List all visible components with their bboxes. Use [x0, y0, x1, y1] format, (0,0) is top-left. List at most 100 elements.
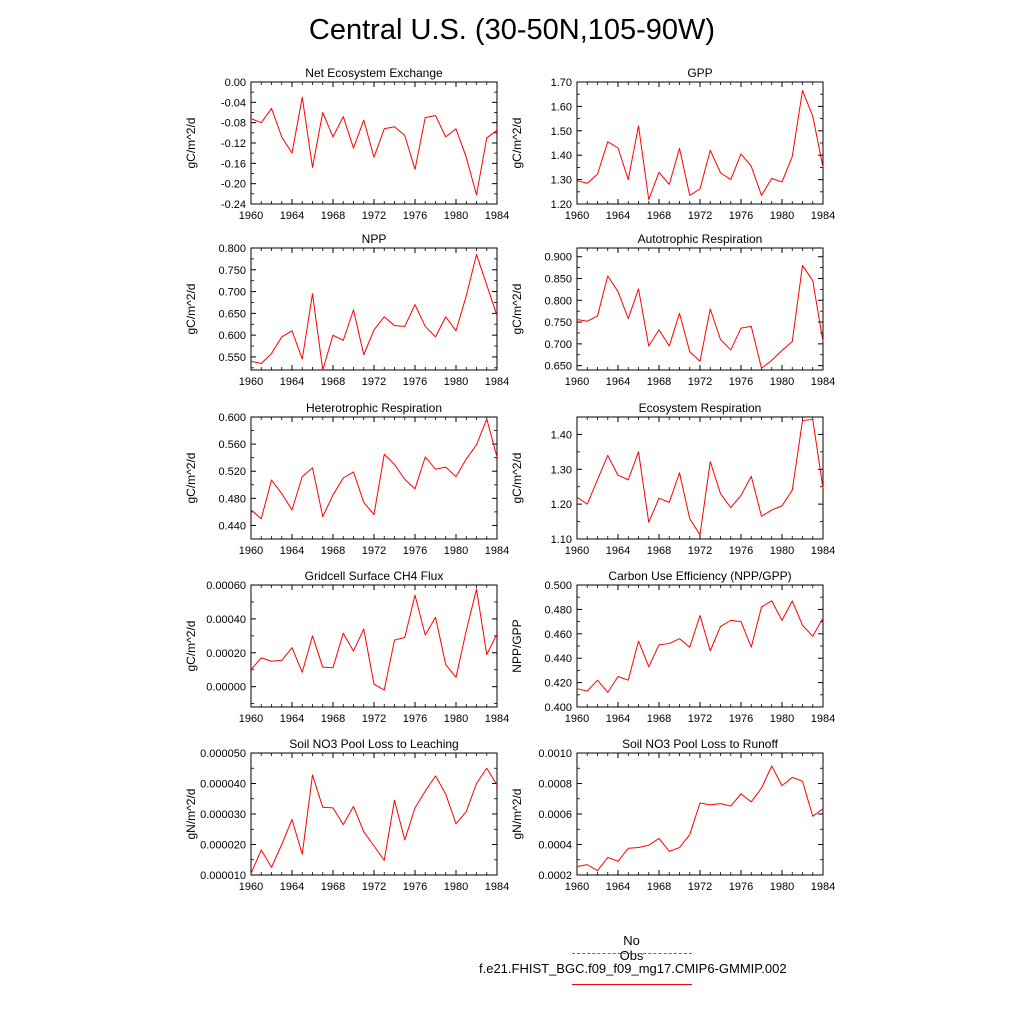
chart-panel-6: Ecosystem Respiration gC/m^2/d 1960 1964 196… [510, 401, 835, 557]
y-tick-label: 0.000020 [200, 840, 246, 852]
chart-panel-5: Heterotrophic Respiration gC/m^2/d 1960 196… [184, 401, 509, 557]
y-tick-label: 0.480 [218, 493, 246, 505]
y-tick-label: 1.10 [551, 534, 572, 546]
plot-frame [250, 416, 498, 540]
x-tick-label: 1960 [239, 713, 263, 725]
x-tick-label: 1976 [403, 881, 427, 893]
y-tick-label: 0.750 [544, 317, 572, 329]
y-axis-label: gC/m^2/d [510, 284, 524, 335]
chart-panel-3: NPP gC/m^2/d 1960 1964 1968 1972 1976 1980 1984 0… [184, 232, 509, 388]
series-line [576, 765, 824, 872]
x-tick-label: 1976 [403, 545, 427, 557]
x-tick-label: 1972 [362, 881, 386, 893]
chart-panel-1: Net Ecosystem Exchange gC/m^2/d 1960 1964 19… [184, 66, 509, 222]
x-tick-label: 1980 [770, 713, 794, 725]
x-tick-label: 1980 [770, 210, 794, 222]
x-tick-label: 1972 [688, 545, 712, 557]
x-tick-label: 1960 [565, 881, 589, 893]
panel-title: Soil NO3 Pool Loss to Leaching [289, 737, 458, 751]
x-tick-label: 1984 [485, 376, 509, 388]
x-tick-label: 1980 [444, 545, 468, 557]
x-tick-label: 1964 [280, 376, 304, 388]
x-tick-label: 1964 [606, 713, 630, 725]
y-tick-label: -0.24 [221, 199, 246, 211]
x-tick-label: 1960 [565, 376, 589, 388]
y-axis-label: NPP/GPP [510, 619, 524, 672]
x-tick-label: 1968 [321, 713, 345, 725]
plot-frame [576, 247, 824, 371]
plot-frame [576, 584, 824, 708]
y-tick-label: 0.600 [218, 412, 246, 424]
panel-title: GPP [687, 66, 712, 80]
x-tick-label: 1984 [811, 881, 835, 893]
x-tick-label: 1972 [362, 713, 386, 725]
x-tick-label: 1968 [647, 210, 671, 222]
chart-panel-8: Carbon Use Efficiency (NPP/GPP) NPP/GPP 19… [510, 569, 835, 725]
chart-panel-10: Soil NO3 Pool Loss to Runoff gN/m^2/d 1960… [510, 737, 835, 893]
chart-panel-4: Autotrophic Respiration gC/m^2/d 1960 1964 1… [510, 232, 835, 388]
legend-model-label: f.e21.FHIST_BGC.f09_f09_mg17.CMIP6-GMMIP… [479, 961, 787, 976]
series-line [250, 588, 498, 691]
series-line [250, 96, 498, 196]
x-tick-label: 1984 [485, 713, 509, 725]
y-axis-label: gC/m^2/d [184, 118, 198, 169]
x-tick-label: 1960 [565, 713, 589, 725]
series-line [576, 90, 824, 201]
x-tick-label: 1984 [811, 545, 835, 557]
x-tick-label: 1984 [811, 713, 835, 725]
y-tick-label: 0.460 [544, 629, 572, 641]
x-tick-label: 1964 [606, 376, 630, 388]
y-tick-label: 0.00 [225, 77, 246, 89]
y-axis-label: gC/m^2/d [184, 453, 198, 504]
x-tick-label: 1964 [280, 210, 304, 222]
panel-title: NPP [362, 232, 387, 246]
y-tick-label: 0.600 [218, 330, 246, 342]
x-tick-label: 1960 [565, 210, 589, 222]
x-tick-label: 1964 [606, 545, 630, 557]
y-tick-label: -0.04 [221, 97, 246, 109]
y-axis-label: gC/m^2/d [184, 621, 198, 672]
x-tick-label: 1964 [280, 881, 304, 893]
y-tick-label: 0.0006 [538, 809, 572, 821]
plot-frame [250, 247, 498, 371]
x-tick-label: 1968 [647, 376, 671, 388]
y-tick-label: 0.400 [544, 702, 572, 714]
x-tick-label: 1964 [606, 210, 630, 222]
x-tick-label: 1976 [729, 376, 753, 388]
x-tick-label: 1972 [688, 713, 712, 725]
x-tick-label: 1980 [770, 881, 794, 893]
series-line [576, 264, 824, 369]
y-tick-label: 0.00040 [206, 614, 246, 626]
y-tick-label: 0.0010 [538, 748, 572, 760]
plot-frame [250, 752, 498, 876]
panel-title: Heterotrophic Respiration [306, 401, 442, 415]
x-tick-label: 1968 [321, 881, 345, 893]
x-tick-label: 1976 [403, 713, 427, 725]
panel-title: Carbon Use Efficiency (NPP/GPP) [608, 569, 791, 583]
y-tick-label: 1.40 [551, 150, 572, 162]
plot-frame [250, 81, 498, 205]
x-tick-label: 1960 [239, 545, 263, 557]
y-tick-label: 0.750 [218, 265, 246, 277]
series-line [576, 600, 824, 693]
x-tick-label: 1968 [321, 210, 345, 222]
x-tick-label: 1972 [688, 376, 712, 388]
x-tick-label: 1984 [485, 545, 509, 557]
plot-frame [576, 81, 824, 205]
x-tick-label: 1980 [770, 376, 794, 388]
y-tick-label: 0.520 [218, 466, 246, 478]
y-tick-label: 0.000040 [200, 779, 246, 791]
y-tick-label: 0.000010 [200, 870, 246, 882]
y-axis-label: gN/m^2/d [510, 789, 524, 840]
y-axis-label: gN/m^2/d [184, 789, 198, 840]
x-tick-label: 1980 [444, 881, 468, 893]
x-tick-label: 1980 [444, 210, 468, 222]
x-tick-label: 1972 [362, 545, 386, 557]
y-tick-label: 1.20 [551, 199, 572, 211]
panel-title: Gridcell Surface CH4 Flux [305, 569, 444, 583]
x-tick-label: 1980 [444, 713, 468, 725]
y-tick-label: 0.500 [544, 580, 572, 592]
panel-title: Net Ecosystem Exchange [305, 66, 443, 80]
figure-title: Central U.S. (30-50N,105-90W) [308, 14, 716, 46]
x-tick-label: 1960 [565, 545, 589, 557]
